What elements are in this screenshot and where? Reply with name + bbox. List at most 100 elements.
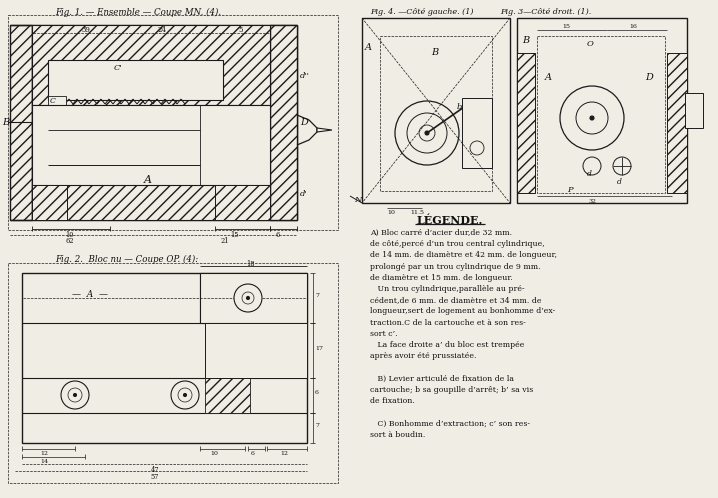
- Circle shape: [407, 113, 447, 153]
- Bar: [22, 273, 307, 443]
- Text: 57: 57: [151, 473, 159, 481]
- Text: D: D: [645, 73, 653, 82]
- Text: 47: 47: [151, 466, 159, 474]
- Circle shape: [242, 292, 254, 304]
- Text: après avoir été prussiatée.: après avoir été prussiatée.: [370, 352, 477, 360]
- Text: A: A: [545, 73, 552, 82]
- Text: de côté,percé d’un trou central cylindrique,: de côté,percé d’un trou central cylindri…: [370, 240, 545, 248]
- Bar: [32, 105, 270, 200]
- Text: Fig. 1. — Ensemble — Coupe MN. (4).: Fig. 1. — Ensemble — Coupe MN. (4).: [55, 8, 221, 17]
- Text: D: D: [300, 118, 308, 127]
- Circle shape: [61, 381, 89, 409]
- Bar: [8, 263, 338, 483]
- Text: d'': d'': [300, 72, 310, 80]
- Text: 18: 18: [246, 260, 254, 268]
- Text: 6: 6: [275, 231, 279, 239]
- Text: longueur,sert de logement au bonhomme d’ex-: longueur,sert de logement au bonhomme d’…: [370, 307, 555, 315]
- Bar: [8, 15, 338, 230]
- Text: de fixation.: de fixation.: [370, 397, 415, 405]
- Text: d': d': [300, 190, 307, 198]
- Text: O: O: [587, 40, 594, 48]
- Text: B: B: [522, 36, 529, 45]
- Text: sort à boudin.: sort à boudin.: [370, 431, 425, 439]
- Text: LÉGENDE.: LÉGENDE.: [417, 215, 483, 226]
- Text: sort c’.: sort c’.: [370, 330, 398, 338]
- Text: A: A: [144, 175, 152, 185]
- Bar: [32, 185, 270, 220]
- Text: d: d: [617, 178, 622, 186]
- Bar: [48, 60, 223, 100]
- Text: 10: 10: [387, 210, 395, 215]
- Text: 15: 15: [230, 231, 238, 239]
- Circle shape: [560, 86, 624, 150]
- Text: 24: 24: [158, 26, 167, 34]
- Text: —  A  —: — A —: [72, 290, 108, 299]
- Text: 12: 12: [40, 451, 48, 456]
- Text: C: C: [50, 97, 56, 105]
- Text: Fig. 2.  Bloc nu — Coupe OP. (4):: Fig. 2. Bloc nu — Coupe OP. (4):: [55, 255, 198, 264]
- Bar: [537, 36, 665, 193]
- Text: 62: 62: [65, 237, 73, 245]
- Text: 21: 21: [220, 237, 228, 245]
- Circle shape: [583, 157, 601, 175]
- Bar: [205, 378, 250, 413]
- Text: 6: 6: [251, 451, 255, 456]
- Text: B) Levier articulé de fixation de la: B) Levier articulé de fixation de la: [370, 374, 514, 382]
- Bar: [215, 185, 270, 220]
- Text: cartouche; b sa goupille d’arrêt; b’ sa vis: cartouche; b sa goupille d’arrêt; b’ sa …: [370, 386, 533, 394]
- Bar: [380, 36, 492, 191]
- Bar: [667, 53, 687, 193]
- Bar: [32, 25, 297, 220]
- Text: Fig. 4. —Côté gauche. (1): Fig. 4. —Côté gauche. (1): [370, 8, 473, 16]
- Circle shape: [234, 284, 262, 312]
- Text: A) Bloc carré d’acier dur,de 32 mm.: A) Bloc carré d’acier dur,de 32 mm.: [370, 229, 512, 237]
- Text: 7: 7: [315, 293, 319, 298]
- Text: 10: 10: [210, 451, 218, 456]
- Text: 32: 32: [588, 199, 596, 204]
- Text: traction.C de la cartouche et à son res-: traction.C de la cartouche et à son res-: [370, 319, 526, 327]
- Circle shape: [470, 141, 484, 155]
- Text: 17: 17: [315, 346, 323, 351]
- Bar: [10, 25, 32, 220]
- Circle shape: [613, 157, 631, 175]
- Circle shape: [184, 393, 187, 396]
- Text: B: B: [2, 118, 9, 127]
- Bar: [685, 93, 703, 128]
- Text: 14: 14: [40, 459, 48, 464]
- Polygon shape: [317, 128, 332, 132]
- Circle shape: [68, 388, 82, 402]
- Text: 39: 39: [82, 26, 91, 34]
- Text: 11.5: 11.5: [410, 210, 424, 215]
- Text: 6: 6: [315, 390, 319, 395]
- Circle shape: [590, 116, 594, 120]
- Bar: [205, 323, 307, 378]
- Text: de diamètre et 15 mm. de longueur.: de diamètre et 15 mm. de longueur.: [370, 274, 513, 282]
- Text: de 14 mm. de diamètre et 42 mm. de longueur,: de 14 mm. de diamètre et 42 mm. de longu…: [370, 251, 557, 259]
- Text: A: A: [365, 43, 372, 52]
- Circle shape: [395, 101, 459, 165]
- Text: N: N: [354, 196, 361, 204]
- Text: P: P: [567, 186, 573, 194]
- Bar: [462, 98, 492, 168]
- Text: d: d: [587, 170, 592, 178]
- Text: 15: 15: [562, 24, 570, 29]
- Text: Un trou cylindrique,parallèle au pré-: Un trou cylindrique,parallèle au pré-: [370, 285, 525, 293]
- Bar: [32, 185, 67, 220]
- Bar: [517, 18, 687, 203]
- Text: Fig. 3—Côté droit. (1).: Fig. 3—Côté droit. (1).: [500, 8, 591, 16]
- Bar: [517, 53, 535, 193]
- Circle shape: [171, 381, 199, 409]
- Text: 10: 10: [65, 231, 73, 239]
- Circle shape: [178, 388, 192, 402]
- Text: cédent,de 6 mm. de diamètre et 34 mm. de: cédent,de 6 mm. de diamètre et 34 mm. de: [370, 296, 541, 304]
- Text: B: B: [432, 48, 439, 57]
- Text: C) Bonhomme d’extraction; c’ son res-: C) Bonhomme d’extraction; c’ son res-: [370, 419, 530, 427]
- Text: 12: 12: [280, 451, 288, 456]
- Text: prolongé par un trou cylindrique de 9 mm.: prolongé par un trou cylindrique de 9 mm…: [370, 262, 541, 270]
- Text: La face droite a’ du bloc est trempée: La face droite a’ du bloc est trempée: [370, 341, 524, 349]
- Bar: [48, 96, 66, 108]
- Text: 5: 5: [238, 26, 243, 34]
- Bar: [270, 25, 297, 220]
- Circle shape: [73, 393, 77, 396]
- Text: 7: 7: [315, 423, 319, 428]
